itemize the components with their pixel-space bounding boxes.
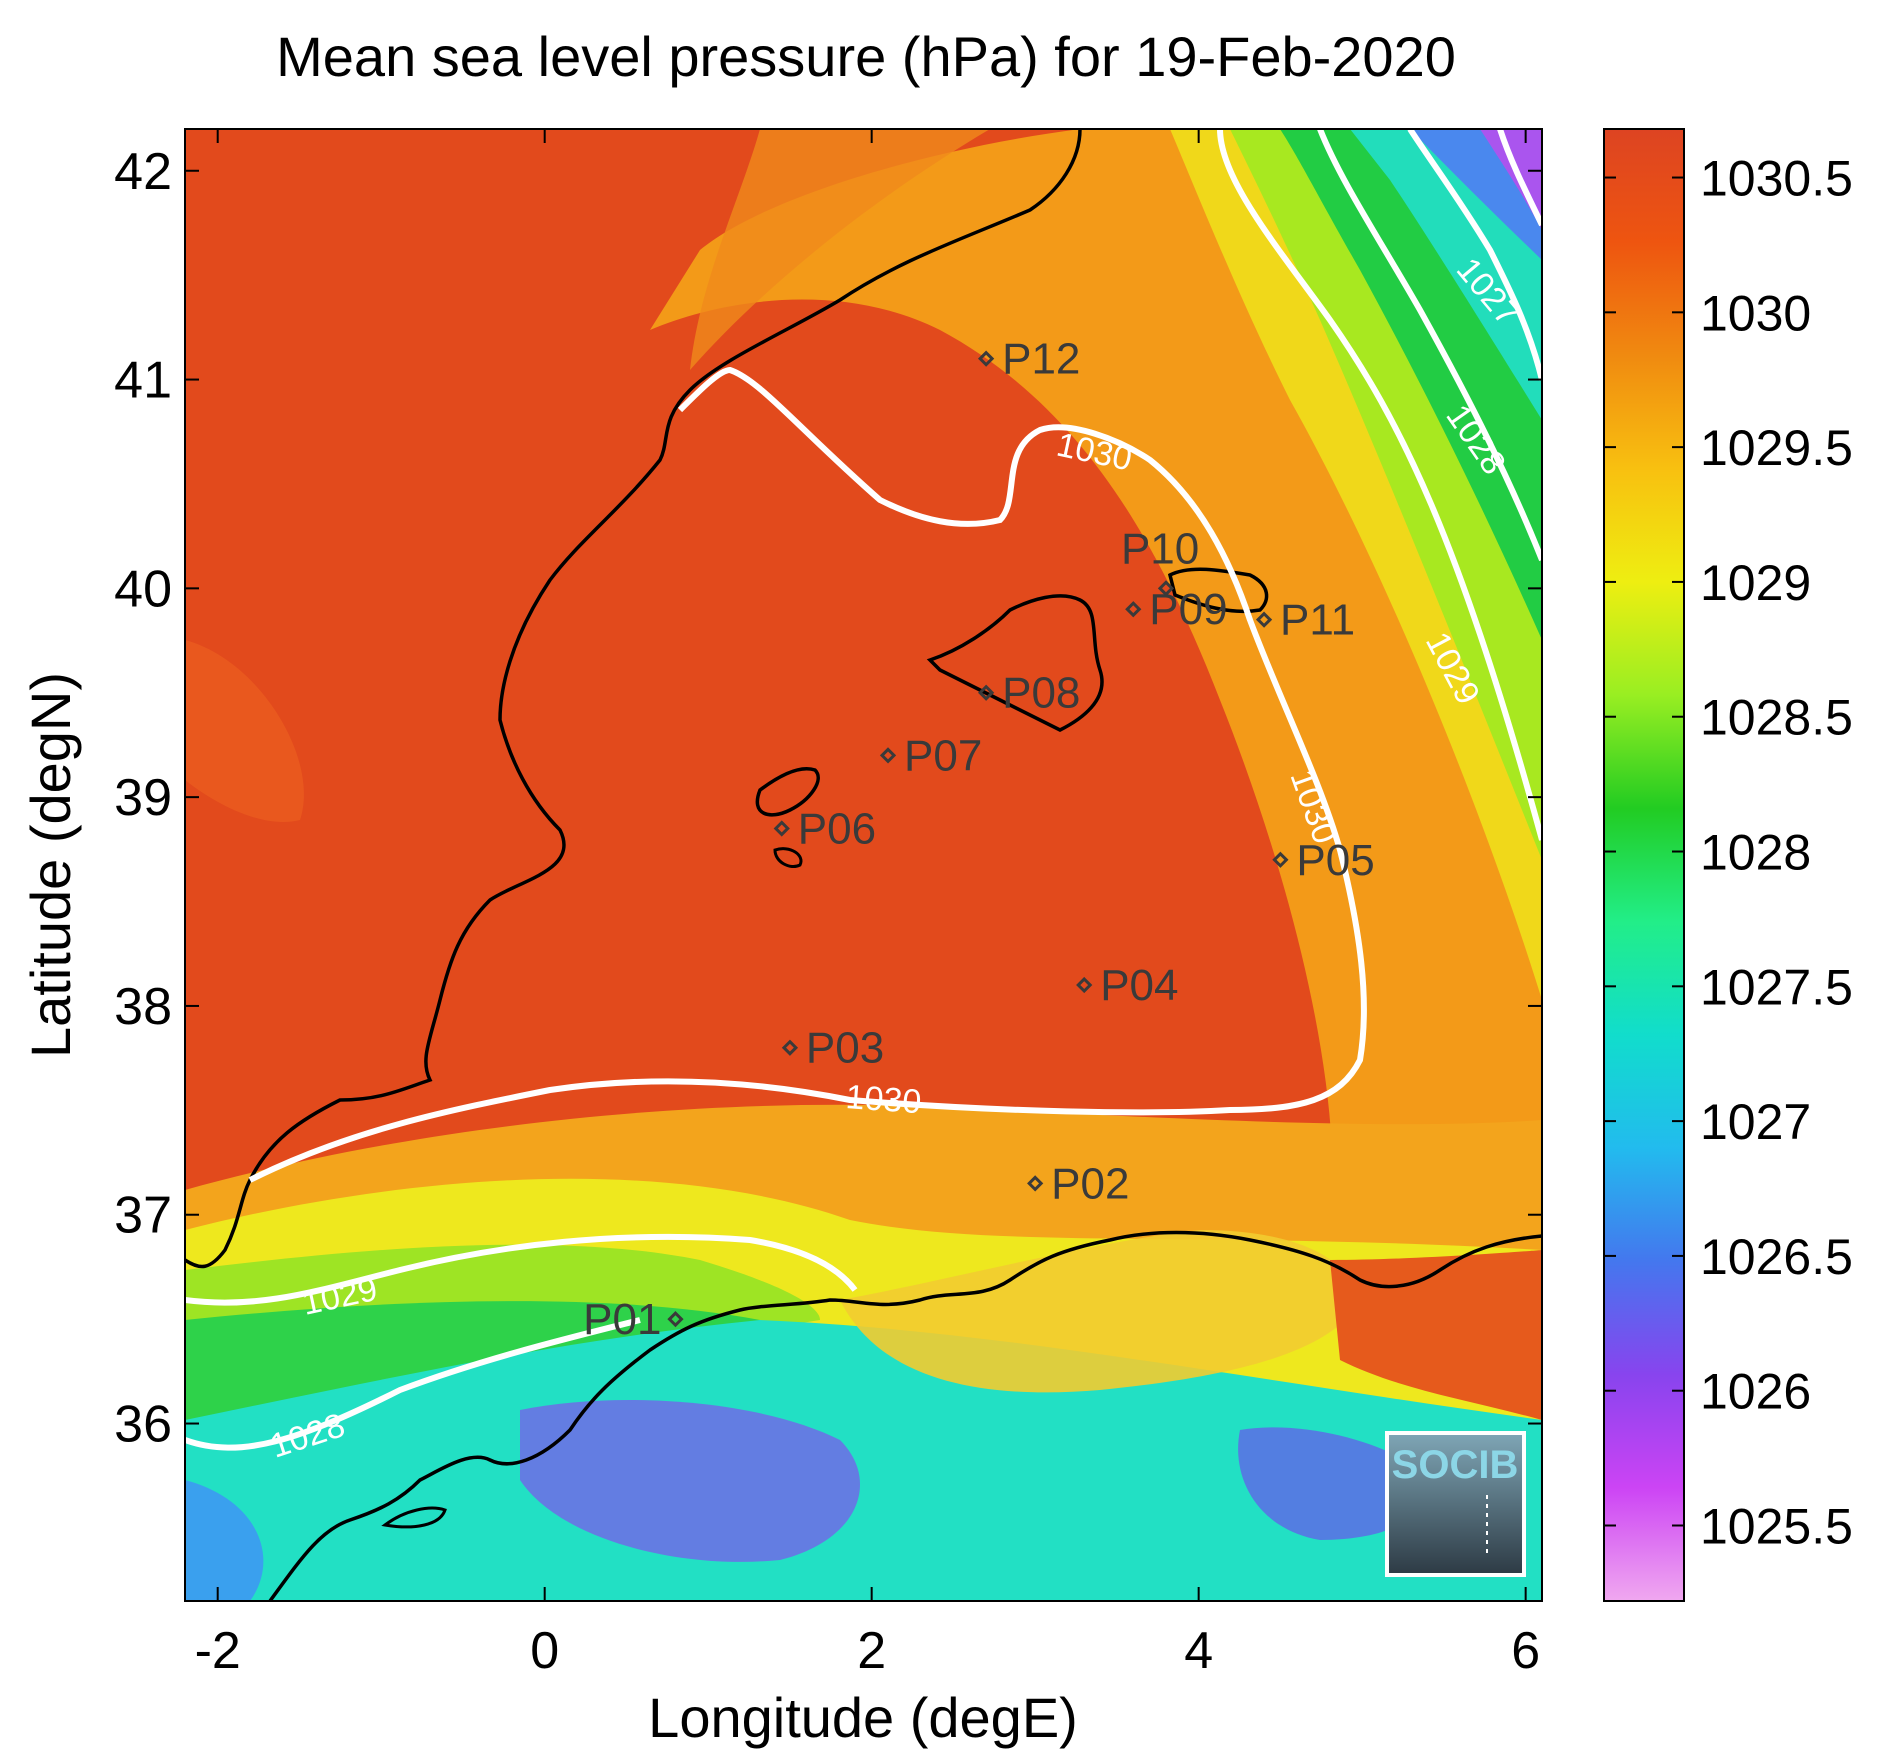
chart-title: Mean sea level pressure (hPa) for 19-Feb… [276,25,1456,88]
x-tick-label: 2 [857,1622,886,1680]
x-tick-label: 0 [530,1622,559,1680]
station-label: P09 [1149,585,1227,634]
y-tick-label: 36 [114,1396,172,1454]
colorbar-tick-label: 1025.5 [1700,1499,1853,1555]
contour-1030 [248,366,1367,1183]
contour-1026-ne [1497,129,1542,227]
pressure-band-south-1028 [185,1320,1542,1601]
colorbar-tick-label: 1029 [1700,555,1811,611]
station-marker [1272,851,1289,868]
y-axis: 36 37 38 39 40 41 42 [114,143,1542,1454]
pressure-band-1026 [1480,129,1542,230]
x-axis-label: Longitude (degE) [648,1686,1078,1749]
land-pressure-iberia-ne [690,129,990,370]
plot-area: 1030 1030 1030 1029 1028 1029 1028 1027 … [185,129,1542,1601]
contour-1029-south [185,1233,858,1306]
station-marker [977,350,995,367]
y-tick-label: 39 [114,769,172,827]
coastline-alboran [381,1506,447,1529]
land-pressure-iberia-w [185,640,304,822]
station-marker [977,684,995,701]
contour-1027-ne [1407,129,1542,381]
socib-logo: SOCIB [1385,1431,1526,1577]
station-marker [1255,611,1273,628]
colorbar-tick-label: 1028 [1700,825,1811,881]
pressure-patch-low-1 [520,1400,860,1562]
station-label: P06 [798,804,876,853]
station-marker [1027,1175,1044,1192]
station-label: P08 [1002,669,1080,718]
coastline-iberia [185,129,1082,1269]
station-marker [781,1039,799,1056]
land-pressure-north-africa [840,1230,1360,1393]
contour-1028-south [185,1317,641,1451]
colorbar-tick-label: 1026 [1700,1364,1811,1420]
station-label: P10 [1121,524,1199,573]
pressure-patch-low-3 [185,1480,264,1601]
x-tick-label: 6 [1511,1622,1540,1680]
colorbar-tick-label: 1026.5 [1700,1229,1853,1285]
y-axis-label: Latitude (degN) [19,672,82,1058]
station-label: P02 [1051,1159,1129,1208]
colorbar-tick-label: 1030.5 [1700,151,1853,207]
colorbar-tick-label: 1027 [1700,1094,1811,1150]
station-label: P04 [1100,961,1178,1010]
colorbar-tick-label: 1028.5 [1700,690,1853,746]
pressure-patch-low-2 [1238,1427,1426,1540]
station-marker [1125,601,1142,618]
coastline-north-africa [268,1230,1542,1601]
station-marker [667,1311,684,1328]
colorbar-tick-label: 1027.5 [1700,959,1853,1015]
station-label: P05 [1296,836,1374,885]
station-label: P11 [1280,596,1355,645]
y-tick-label: 41 [114,352,172,410]
land-pressure-east [1330,1250,1542,1420]
station-label: P12 [1002,335,1080,384]
coastline-menorca [1167,567,1269,614]
station-markers: P01 P02 P03 P04 P05 P06 P07 P08 P09 P10 P11 P12 [583,335,1375,1344]
coastline-ibiza [755,767,820,817]
x-tick-label: 4 [1184,1622,1213,1680]
station-label: P01 [583,1295,661,1344]
colorbar-frame [1603,128,1685,1602]
colorbar [1604,129,1684,1601]
y-tick-label: 42 [114,143,172,201]
coastline-mallorca [926,594,1104,732]
station-marker [773,820,790,837]
plot-frame [184,128,1543,1602]
x-axis: -2 0 2 4 6 [195,129,1540,1680]
colorbar-ticks: 1025.5 1026 1026.5 1027 1027.5 1028 1028.5 1029… [1604,151,1853,1555]
socib-logo-text: SOCIB [1392,1443,1519,1487]
y-tick-label: 38 [114,978,172,1036]
contour-1029-ne [1217,129,1542,841]
colorbar-tick-label: 1029.5 [1700,420,1853,476]
station-label: P03 [806,1024,884,1073]
coastline-formentera [773,847,803,868]
contour-1028-ne [1317,129,1542,562]
station-marker [1076,976,1093,994]
station-marker [1157,580,1175,597]
colorbar-tick-label: 1030 [1700,285,1811,341]
x-tick-label: -2 [195,1622,241,1680]
y-tick-label: 40 [114,560,172,618]
station-label: P07 [904,731,982,780]
contour-label: 1030 [844,1078,922,1121]
y-tick-label: 37 [114,1187,172,1245]
station-marker [879,747,897,764]
